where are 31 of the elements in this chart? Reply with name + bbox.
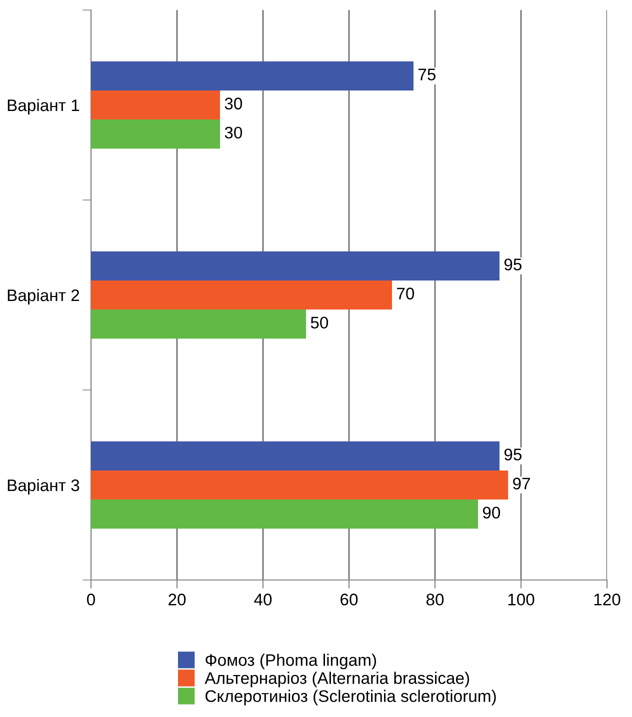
data-label: 90: [482, 506, 500, 519]
x-tick-label: 20: [168, 594, 186, 606]
bar: [91, 251, 500, 280]
bar: [91, 470, 508, 500]
bar: [91, 441, 500, 470]
data-label: 30: [224, 98, 242, 110]
legend-label: Фомоз (Phoma lingam): [206, 654, 376, 670]
y-tick-label: Варіант 2: [8, 288, 80, 304]
x-tick-label: 40: [254, 594, 272, 606]
bar: [91, 120, 220, 149]
bar: [91, 90, 220, 120]
x-tick-label: 80: [426, 594, 444, 606]
data-label: 97: [513, 478, 530, 490]
x-tick-label: 60: [340, 594, 358, 606]
y-tick-label: Варіант 3: [8, 478, 80, 494]
data-label: 70: [397, 288, 414, 300]
data-label: 95: [504, 258, 522, 270]
x-tick-label: 0: [87, 594, 95, 606]
bar: [91, 280, 392, 310]
data-label: 95: [504, 448, 522, 460]
bar: [91, 61, 414, 90]
bar: [91, 500, 478, 529]
x-tick-label: 120: [594, 594, 620, 606]
legend-label: Склеротиніоз (Sclerotinia sclerotiorum): [206, 690, 496, 706]
legend-label: Альтернаріоз (Alternaria brassicae): [204, 672, 470, 688]
data-label: 30: [224, 126, 242, 139]
data-label: 50: [310, 316, 328, 329]
bar: [91, 310, 306, 339]
y-tick-label: Варіант 1: [8, 98, 80, 114]
data-label: 75: [418, 68, 436, 80]
x-tick-label: 100: [508, 594, 534, 606]
